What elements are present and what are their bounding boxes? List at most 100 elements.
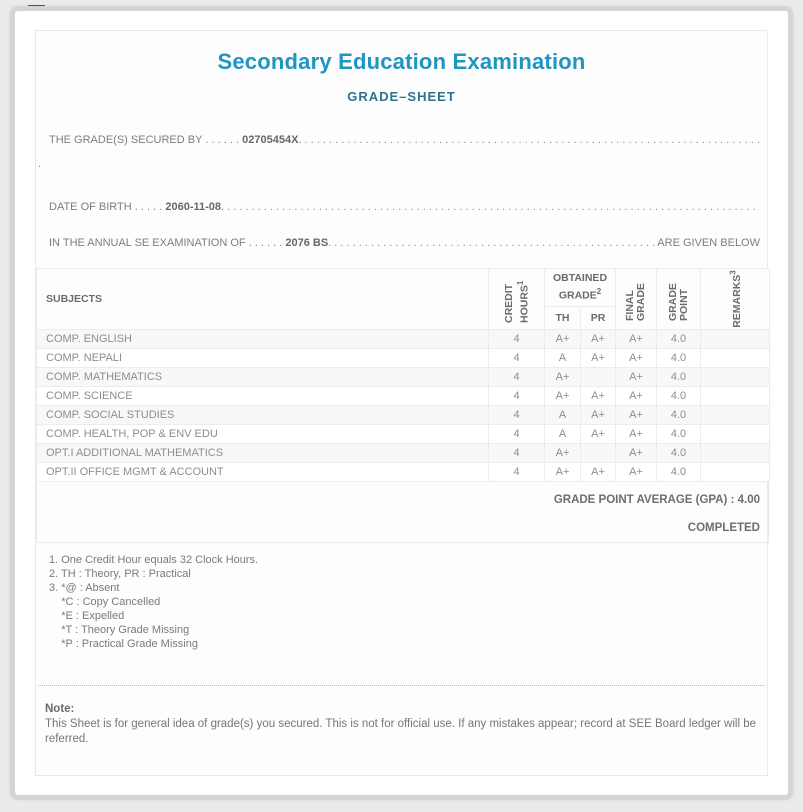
note-block: Note: This Sheet is for general idea of … [45, 701, 758, 747]
obtained-grade-header: OBTAINED GRADE2 [544, 268, 616, 307]
status-completed: COMPLETED [687, 522, 760, 534]
leader-dots: . . . . . [131, 201, 166, 213]
summary-block: GRADE POINT AVERAGE (GPA) : 4.00 COMPLET… [36, 481, 769, 543]
practical-grade-cell [580, 367, 616, 387]
theory-grade-cell: A+ [544, 443, 581, 463]
credit-hours-cell: 4 [488, 367, 545, 387]
theory-grade-cell: A [544, 348, 581, 368]
credit-hours-cell: 4 [488, 443, 545, 463]
practical-subheader: PR [580, 306, 616, 330]
grade-point-cell: 4.0 [656, 424, 701, 444]
exam-year-value: 2076 BS [285, 237, 329, 249]
footnote-line: *T : Theory Grade Missing [49, 624, 190, 636]
exam-year-label: IN THE ANNUAL SE EXAMINATION OF [49, 237, 246, 249]
content-panel: Secondary Education Examination GRADE–SH… [35, 30, 770, 776]
subject-cell: COMP. SCIENCE [36, 386, 489, 406]
subject-cell: COMP. NEPALI [36, 348, 489, 368]
grades-secured-line: THE GRADE(S) SECURED BY . . . . . . 0270… [49, 133, 760, 148]
credit-hours-cell: 4 [488, 424, 545, 444]
credit-hours-cell: 4 [488, 348, 545, 368]
subject-cell: COMP. SOCIAL STUDIES [36, 405, 489, 425]
date-of-birth-label: DATE OF BIRTH [49, 201, 132, 213]
page-subtitle: GRADE–SHEET [347, 89, 456, 104]
credit-hours-footnote-ref: 1 [515, 280, 525, 286]
final-grade-cell: A+ [615, 348, 657, 368]
theory-grade-cell: A [544, 424, 581, 444]
remarks-cell [700, 386, 770, 406]
symbol-number-value: 02705454X [242, 134, 299, 146]
footnote-line: *E : Expelled [49, 610, 125, 622]
final-grade-cell: A+ [615, 367, 657, 387]
grade-point-cell: 4.0 [656, 386, 701, 406]
sheet: Secondary Education Examination GRADE–SH… [10, 6, 793, 800]
theory-grade-cell: A+ [544, 329, 581, 349]
practical-grade-cell: A+ [580, 405, 616, 425]
page-title: Secondary Education Examination [217, 49, 586, 74]
table-row: COMP. SOCIAL STUDIES 4 A A+ A+ 4.0 [36, 405, 770, 425]
table-row: COMP. SCIENCE 4 A+ A+ A+ 4.0 [36, 386, 770, 406]
remarks-cell [700, 367, 770, 387]
dotted-divider [38, 685, 765, 686]
subject-cell: OPT.I ADDITIONAL MATHEMATICS [36, 443, 489, 463]
grade-table-header: SUBJECTS CREDIT HOURS1 OBTAINED GRADE2 F… [36, 268, 770, 330]
footnote-line: *P : Practical Grade Missing [49, 638, 198, 650]
subject-cell: COMP. HEALTH, POP & ENV EDU [36, 424, 489, 444]
credit-hours-cell: 4 [488, 329, 545, 349]
final-grade-header: FINAL GRADE [615, 268, 657, 330]
table-row: OPT.I ADDITIONAL MATHEMATICS 4 A+ A+ 4.0 [36, 443, 770, 463]
theory-grade-cell: A+ [544, 386, 581, 406]
table-row: COMP. ENGLISH 4 A+ A+ A+ 4.0 [36, 329, 770, 349]
grade-point-header: GRADE POINT [656, 268, 701, 330]
grade-point-label: GRADE POINT [666, 283, 690, 321]
grade-table: SUBJECTS CREDIT HOURS1 OBTAINED GRADE2 F… [36, 268, 770, 482]
credit-hours-cell: 4 [488, 462, 545, 482]
credit-hours-label: CREDIT HOURS [502, 283, 530, 323]
leader-dots: . . . . . . [202, 134, 243, 146]
grade-point-cell: 4.0 [656, 443, 701, 463]
gpa-line: GRADE POINT AVERAGE (GPA) : 4.00 [553, 494, 760, 506]
footnote-line: 3. *@ : Absent [49, 582, 120, 594]
final-grade-cell: A+ [615, 405, 657, 425]
date-of-birth-line: DATE OF BIRTH . . . . . 2060-11-08. . . … [49, 200, 760, 215]
footnote-line: 1. One Credit Hour equals 32 Clock Hours… [49, 554, 259, 566]
note-text: This Sheet is for general idea of grade(… [45, 718, 757, 745]
grade-point-cell: 4.0 [656, 348, 701, 368]
theory-subheader: TH [544, 306, 581, 330]
remarks-footnote-ref: 3 [728, 270, 738, 275]
remarks-cell [700, 348, 770, 368]
theory-grade-cell: A+ [544, 367, 581, 387]
final-grade-cell: A+ [615, 443, 657, 463]
final-grade-cell: A+ [615, 424, 657, 444]
table-row: COMP. MATHEMATICS 4 A+ A+ 4.0 [36, 367, 770, 387]
final-grade-cell: A+ [615, 329, 657, 349]
obtained-grade-label: OBTAINED GRADE [552, 272, 608, 302]
credit-hours-cell: 4 [488, 386, 545, 406]
practical-grade-cell: A+ [580, 462, 616, 482]
date-of-birth-value: 2060-11-08 [165, 201, 222, 213]
remarks-cell [700, 462, 770, 482]
grade-point-cell: 4.0 [656, 367, 701, 387]
theory-grade-cell: A [544, 405, 581, 425]
subjects-header: SUBJECTS [36, 268, 489, 330]
footnote-line: 2. TH : Theory, PR : Practical [49, 568, 191, 580]
final-grade-cell: A+ [615, 386, 657, 406]
remarks-cell [700, 443, 770, 463]
remarks-cell [700, 405, 770, 425]
subject-cell: COMP. MATHEMATICS [36, 367, 489, 387]
leader-fill-dots: . . . . . . . . . . . . . . . . . . . . … [328, 237, 655, 249]
grade-point-cell: 4.0 [656, 405, 701, 425]
table-row: COMP. HEALTH, POP & ENV EDU 4 A A+ A+ 4.… [36, 424, 770, 444]
footnote-line: *C : Copy Cancelled [49, 596, 161, 608]
final-grade-label: FINAL GRADE [624, 283, 647, 321]
subject-cell: COMP. ENGLISH [36, 329, 489, 349]
practical-grade-cell: A+ [580, 424, 616, 444]
practical-grade-cell: A+ [580, 348, 616, 368]
table-row: COMP. NEPALI 4 A A+ A+ 4.0 [36, 348, 770, 368]
credit-hours-header: CREDIT HOURS1 [488, 268, 545, 330]
leader-fill-dots: . . . . . . . . . . . . . . . . . . . . … [221, 201, 760, 213]
theory-grade-cell: A+ [544, 462, 581, 482]
leader-fill-dots: . . . . . . . . . . . . . . . . . . . . … [298, 134, 760, 146]
remarks-header: REMARKS3 [700, 268, 770, 330]
remarks-cell [700, 424, 770, 444]
